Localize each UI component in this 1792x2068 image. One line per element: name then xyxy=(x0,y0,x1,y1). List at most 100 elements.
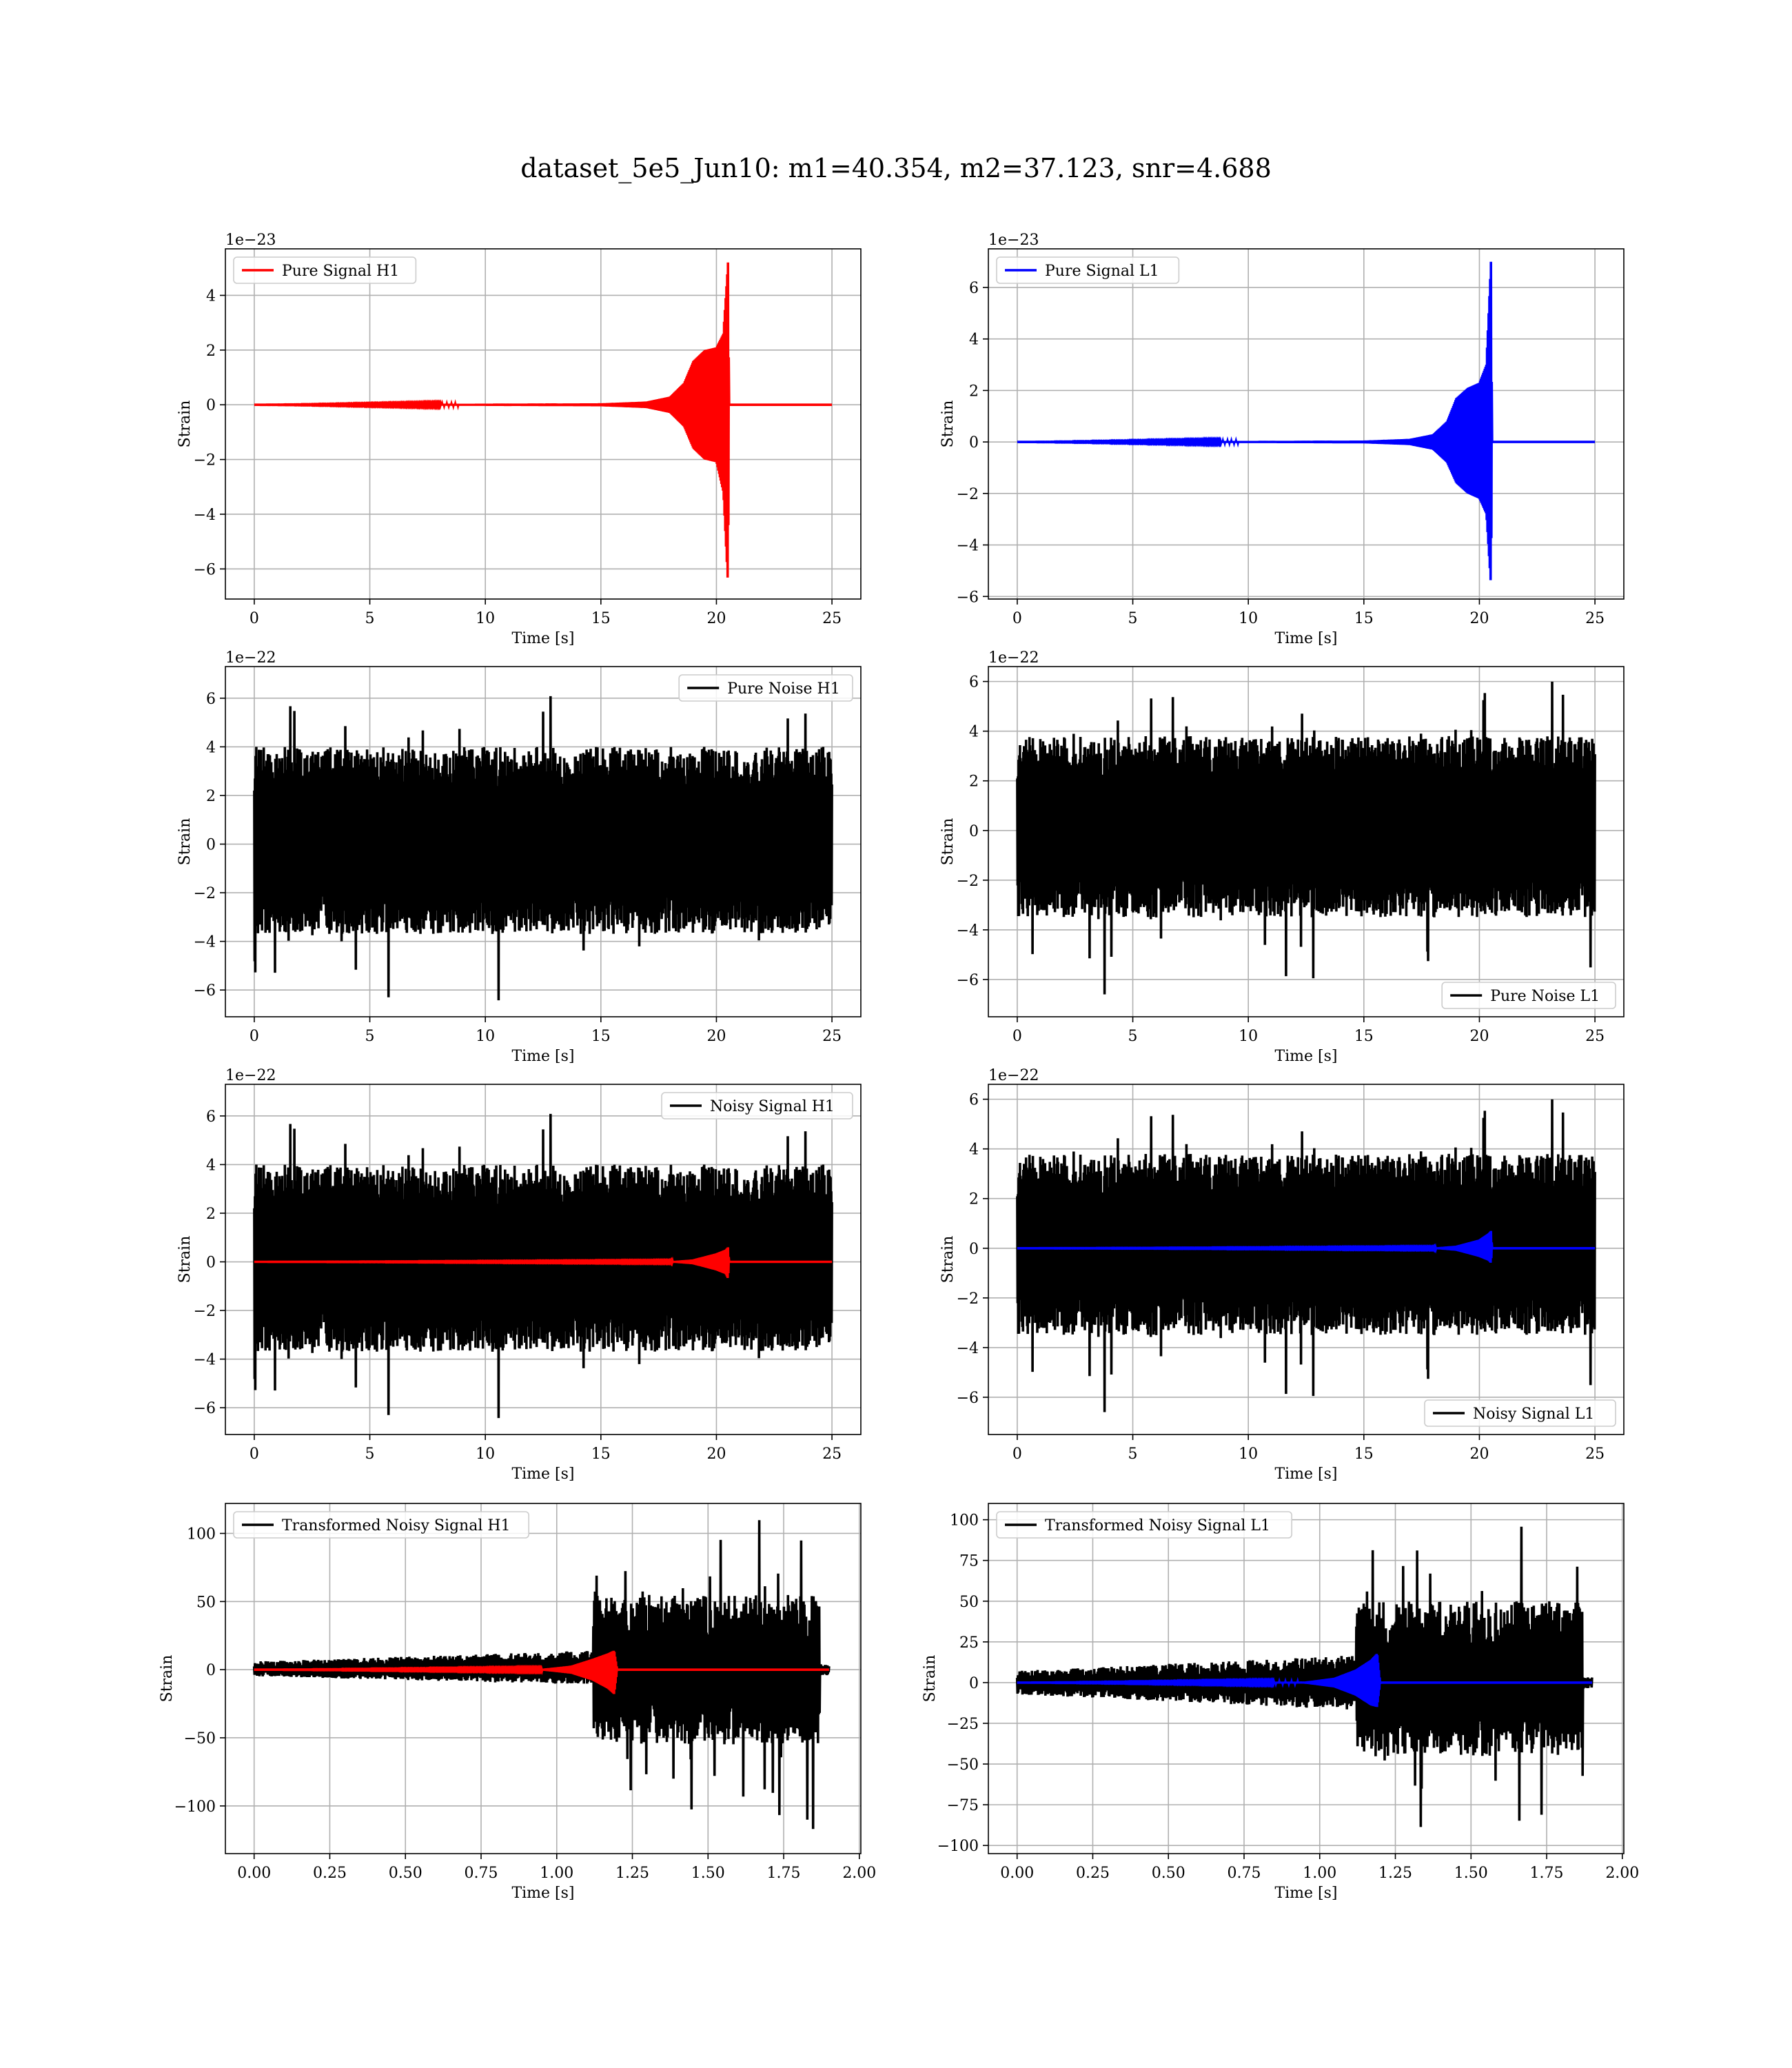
axes-frame xyxy=(225,1084,862,1435)
y-tick-label: 6 xyxy=(969,280,979,297)
x-tick-label: 25 xyxy=(1585,1446,1605,1463)
y-tick-label: 0 xyxy=(969,823,979,840)
x-tick-label: 10 xyxy=(1239,610,1258,627)
y-tick-label: 0 xyxy=(969,1241,979,1258)
y-tick-label: 2 xyxy=(969,1191,979,1208)
y-axis-label: Strain xyxy=(159,1655,176,1703)
x-tick-label: 0 xyxy=(1012,1446,1022,1463)
x-axis-label: Time [s] xyxy=(1274,1885,1337,1902)
y-tick-label: 0 xyxy=(969,434,979,452)
x-tick-label: 20 xyxy=(706,1028,726,1045)
y-tick-label: 0 xyxy=(206,1662,216,1679)
x-tick-label: 0.00 xyxy=(1000,1865,1034,1882)
x-tick-label: 15 xyxy=(591,610,611,627)
x-tick-label: 5 xyxy=(1128,1028,1138,1045)
x-tick-label: 20 xyxy=(706,1446,726,1463)
x-tick-label: 0 xyxy=(250,1028,259,1045)
x-axis-label: Time [s] xyxy=(1274,1048,1337,1065)
legend-box xyxy=(233,1511,530,1539)
x-tick-label: 1.75 xyxy=(767,1865,801,1882)
x-axis-label: Time [s] xyxy=(511,630,574,647)
y-tick-label: 4 xyxy=(206,739,216,756)
y-offset-label: 1e−23 xyxy=(988,232,1039,249)
axes-frame xyxy=(225,666,862,1017)
x-tick-label: 25 xyxy=(822,1028,842,1045)
y-tick-label: 6 xyxy=(206,691,216,708)
y-offset-label: 1e−23 xyxy=(225,232,276,249)
y-tick-label: −2 xyxy=(194,885,216,902)
plot-area xyxy=(1017,261,1596,580)
y-tick-label: 2 xyxy=(206,1206,216,1223)
y-tick-label: −50 xyxy=(947,1756,979,1774)
x-axis-label: Time [s] xyxy=(1274,1466,1337,1483)
x-tick-label: 0.25 xyxy=(1076,1865,1110,1882)
legend: Noisy Signal L1 xyxy=(1424,1399,1616,1427)
chart-panel-transformed-noisy-signal-h1: 0.00 0.25 0.50 0.75 1.00 1.25 1.50 1.75 2.00 −100… xyxy=(159,1503,876,1902)
chart-panel-pure-signal-h1: 0 5 10 15 20 25 −6 −4 −2 0 2 4 Time [s] Strain 1e−23 Pu… xyxy=(176,232,862,647)
y-tick-label: 50 xyxy=(196,1594,216,1611)
y-axis-label: Strain xyxy=(176,1236,194,1284)
y-offset-label: 1e−22 xyxy=(988,1067,1039,1084)
series-line-1 xyxy=(254,1247,833,1279)
x-tick-label: 10 xyxy=(1239,1028,1258,1045)
x-axis-label: Time [s] xyxy=(511,1048,574,1065)
y-tick-label: 0 xyxy=(206,397,216,414)
plot-area xyxy=(254,262,833,578)
x-tick-label: 0 xyxy=(250,1446,259,1463)
series-line-0 xyxy=(1016,681,1596,995)
x-tick-label: 5 xyxy=(365,1028,375,1045)
y-tick-label: 6 xyxy=(206,1108,216,1126)
x-tick-label: 20 xyxy=(706,610,726,627)
legend-box xyxy=(996,1511,1293,1539)
y-axis-label: Strain xyxy=(939,401,957,448)
x-tick-label: 0.25 xyxy=(313,1865,347,1882)
x-tick-label: 2.00 xyxy=(1605,1865,1639,1882)
series-line-1 xyxy=(254,1650,829,1694)
chart-panel-pure-signal-l1: 0 5 10 15 20 25 −6 −4 −2 0 2 4 6 Time [s] Strain 1e−23 P… xyxy=(939,232,1625,647)
x-tick-label: 15 xyxy=(1354,1028,1374,1045)
x-tick-label: 1.25 xyxy=(615,1865,649,1882)
x-tick-label: 0.50 xyxy=(1152,1865,1185,1882)
x-tick-label: 25 xyxy=(822,1446,842,1463)
axes-frame xyxy=(988,248,1625,600)
y-tick-label: −4 xyxy=(957,922,979,940)
legend-box xyxy=(661,1092,853,1119)
y-tick-label: 2 xyxy=(969,383,979,400)
y-tick-label: −4 xyxy=(957,1340,979,1357)
x-tick-label: 5 xyxy=(1128,610,1138,627)
y-tick-label: 25 xyxy=(959,1634,979,1652)
series-line-0 xyxy=(253,1113,833,1419)
axes-frame xyxy=(988,666,1625,1017)
y-axis-label: Strain xyxy=(922,1655,939,1703)
y-offset-label: 1e−22 xyxy=(225,1067,276,1084)
series-line-0 xyxy=(254,262,833,578)
series-line-0 xyxy=(1015,1526,1594,1827)
plot-area xyxy=(1016,1099,1596,1412)
x-tick-label: 25 xyxy=(822,610,842,627)
chart-panel-pure-noise-l1: 0 5 10 15 20 25 −6 −4 −2 0 2 4 6 Time [s] Strain 1e−22 P… xyxy=(939,649,1625,1065)
y-tick-label: 100 xyxy=(950,1512,979,1530)
y-tick-label: −4 xyxy=(957,538,979,555)
x-tick-label: 0 xyxy=(1012,610,1022,627)
x-tick-label: 20 xyxy=(1469,1446,1489,1463)
y-tick-label: 2 xyxy=(206,788,216,805)
x-tick-label: 0 xyxy=(250,610,259,627)
x-axis-label: Time [s] xyxy=(511,1885,574,1902)
chart-panel-noisy-signal-h1: 0 5 10 15 20 25 −6 −4 −2 0 2 4 6 Time [s] Strain 1e−22 N… xyxy=(176,1067,862,1483)
y-tick-label: −50 xyxy=(184,1730,216,1747)
axes-frame xyxy=(225,248,862,600)
y-tick-label: −100 xyxy=(174,1798,216,1816)
x-tick-label: 0.00 xyxy=(237,1865,271,1882)
legend-box xyxy=(678,674,853,702)
x-tick-label: 1.00 xyxy=(1303,1865,1336,1882)
y-tick-label: 4 xyxy=(969,332,979,349)
y-tick-label: −100 xyxy=(937,1838,979,1855)
y-tick-label: 0 xyxy=(206,1255,216,1272)
y-tick-label: −6 xyxy=(957,972,979,989)
y-tick-label: −4 xyxy=(194,507,216,524)
legend: Pure Signal L1 xyxy=(996,256,1180,284)
legend-box xyxy=(233,256,417,284)
y-tick-label: 6 xyxy=(969,1092,979,1109)
y-axis-label: Strain xyxy=(939,818,957,866)
